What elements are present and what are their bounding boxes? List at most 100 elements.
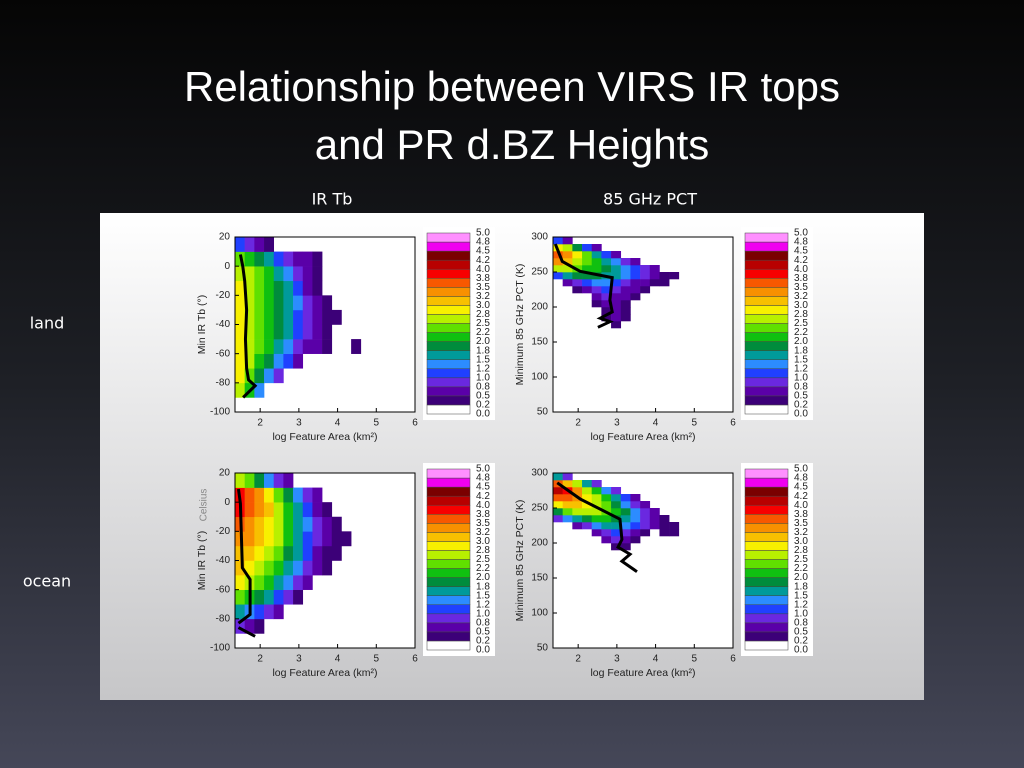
colorbar-swatch	[744, 404, 789, 415]
colorbar-swatch	[426, 323, 471, 333]
heatmap-cell	[620, 508, 631, 516]
colorbar-label: 2.8	[794, 309, 808, 320]
colorbar-swatch	[744, 268, 789, 279]
heatmap-cell	[322, 295, 333, 311]
heatmap-cell	[312, 295, 323, 311]
colorbar-label: 4.5	[794, 482, 808, 493]
heatmap-cell	[620, 543, 631, 551]
x-axis-label: log Feature Area (km²)	[590, 667, 695, 679]
colorbar-swatch	[426, 296, 471, 306]
colorbar-label: 2.0	[476, 336, 490, 347]
colorbar-swatch	[744, 559, 789, 569]
heatmap-cell	[302, 531, 313, 547]
heatmap-cell	[640, 286, 651, 294]
heatmap-cell	[244, 502, 255, 518]
colorbar-label: 1.0	[794, 372, 808, 383]
heatmap-cell	[591, 300, 602, 308]
heatmap-cell	[572, 272, 583, 280]
colorbar-swatch	[744, 622, 789, 633]
heatmap-cell	[562, 480, 573, 488]
y-tick-label: 50	[537, 643, 549, 654]
heatmap-cell	[591, 251, 602, 259]
heatmap-cell	[640, 272, 651, 280]
colorbar-label: 3.5	[476, 282, 490, 293]
heatmap-cell	[254, 251, 265, 267]
colorbar-swatch	[744, 259, 789, 270]
heatmap-cell	[601, 536, 612, 544]
heatmap-cell	[244, 295, 255, 311]
colorbar-swatch	[744, 577, 789, 587]
colorbar-swatch	[744, 631, 789, 642]
heatmap-cell	[254, 382, 265, 398]
heatmap-cell	[582, 494, 593, 502]
colorbar-label: 2.5	[476, 318, 490, 329]
colorbar-swatch	[426, 504, 471, 515]
colorbar-swatch	[744, 586, 789, 596]
heatmap-cell	[254, 604, 265, 620]
heatmap-cell	[601, 529, 612, 537]
heatmap-cell	[620, 536, 631, 544]
x-tick-label: 2	[257, 654, 263, 665]
colorbar-label: 2.2	[476, 327, 490, 338]
colorbar-swatch	[426, 314, 471, 324]
heatmap-cell	[264, 487, 275, 503]
heatmap-cell	[611, 272, 622, 280]
heatmap-cell	[235, 560, 245, 576]
heatmap-cell	[254, 353, 265, 369]
heatmap-cell	[620, 258, 631, 266]
heatmap-cell	[293, 353, 304, 369]
heatmap-cell	[640, 529, 651, 537]
heatmap-cell	[630, 494, 641, 502]
heatmap-cell	[562, 508, 573, 516]
heatmap-cell	[640, 265, 651, 273]
colorbar-label: 4.0	[476, 264, 490, 275]
colorbar-label: 4.0	[794, 500, 808, 511]
heatmap-cell	[620, 522, 631, 530]
heatmap-cell	[302, 575, 313, 590]
y-tick-label: 150	[531, 573, 548, 584]
x-tick-label: 4	[335, 654, 341, 665]
heatmap-cell	[640, 522, 651, 530]
heatmap-cell	[572, 251, 583, 259]
heatmap-cell	[620, 300, 631, 308]
colorbar-swatch	[426, 332, 471, 342]
colorbar-label: 1.5	[476, 354, 490, 365]
colorbar-label: 1.5	[794, 590, 808, 601]
heatmap-cell	[611, 293, 622, 301]
heatmap-cell	[273, 516, 284, 532]
x-tick-label: 3	[614, 654, 620, 665]
heatmap-cell	[264, 502, 275, 518]
heatmap-cell	[235, 295, 245, 311]
heatmap-cell	[582, 515, 593, 523]
heatmap-cell	[254, 575, 265, 590]
heatmap-cell	[630, 522, 641, 530]
colorbar-swatch	[426, 477, 471, 488]
colorbar-swatch	[744, 359, 789, 370]
heatmap-cell	[235, 280, 245, 296]
heatmap-cell	[611, 314, 622, 322]
x-tick-label: 4	[653, 418, 659, 429]
x-axis-label: log Feature Area (km²)	[272, 431, 377, 443]
heatmap-cell	[659, 522, 670, 530]
heatmap-cell	[244, 237, 255, 252]
colorbar-label: 1.5	[476, 590, 490, 601]
colorbar-label: 3.5	[794, 282, 808, 293]
heatmap-cell	[302, 339, 313, 354]
heatmap-cell	[293, 531, 304, 547]
plot-frame	[552, 236, 734, 413]
colorbar-label: 5.0	[794, 464, 808, 475]
colorbar-swatch	[744, 332, 789, 342]
heatmap-cell	[244, 251, 255, 267]
heatmap-cell	[283, 251, 294, 267]
y-tick-label: -80	[216, 377, 231, 388]
heatmap-cell	[302, 295, 313, 311]
y-tick-label: 100	[531, 608, 548, 619]
colorbar-label: 2.8	[476, 309, 490, 320]
y-tick-label: 50	[537, 407, 549, 418]
y-axis-label: Min IR Tb (°)	[196, 531, 208, 590]
heatmap-cell	[235, 309, 245, 325]
heatmap-cell	[611, 501, 622, 509]
heatmap-cell	[620, 515, 631, 523]
colorbar-label: 1.2	[476, 599, 490, 610]
heatmap-cell	[620, 279, 631, 287]
